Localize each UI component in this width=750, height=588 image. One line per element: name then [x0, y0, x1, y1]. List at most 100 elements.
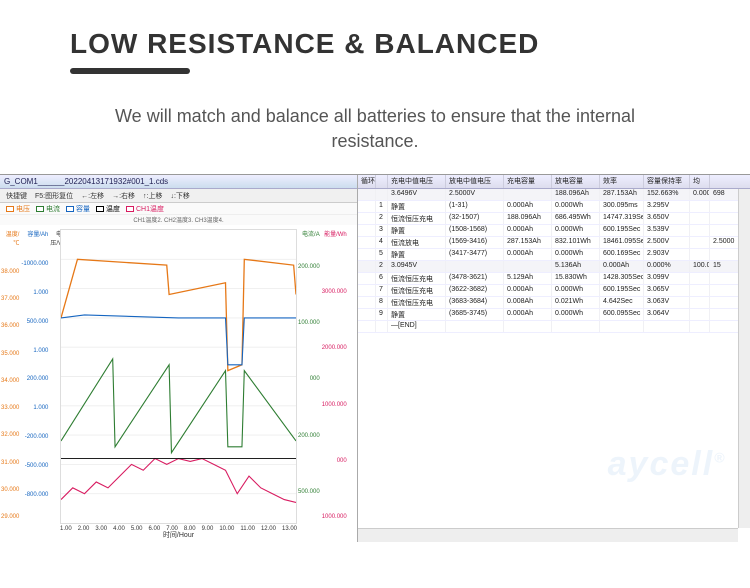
table-cell: (3478-3621) — [446, 273, 504, 284]
table-panel: 循环充电中值电压放电中值电压充电容量放电容量效率容量保持率均 3.6496V2.… — [358, 175, 750, 542]
x-tick: 12.00 — [261, 526, 276, 542]
table-cell: 188.096Ah — [504, 213, 552, 224]
table-cell: 静置 — [388, 201, 446, 212]
table-cell: 7 — [376, 285, 388, 296]
table-column-header[interactable]: 充电中值电压 — [388, 175, 446, 188]
table-cell — [358, 261, 376, 272]
table-cell — [446, 261, 504, 272]
table-cell: 287.153Ah — [504, 237, 552, 248]
table-row[interactable]: 8恒流恒压充电(3683-3684)0.008Ah0.021Wh4.642Sec… — [358, 297, 750, 309]
table-column-header[interactable]: 效率 — [600, 175, 644, 188]
table-cell: 0.000% — [690, 189, 710, 200]
table-cell: 188.096Ah — [552, 189, 600, 200]
table-cell: 4 — [376, 237, 388, 248]
table-cell: 0.000% — [644, 261, 690, 272]
table-row[interactable]: 9静置(3685-3745)0.000Ah0.000Wh600.095Sec3.… — [358, 309, 750, 321]
table-cell — [376, 321, 388, 332]
table-row[interactable]: 5静置(3417-3477)0.000Ah0.000Wh600.169Sec2.… — [358, 249, 750, 261]
table-cell — [358, 273, 376, 284]
table-cell: (32-1507) — [446, 213, 504, 224]
chart-series — [61, 459, 296, 503]
table-header[interactable]: 循环充电中值电压放电中值电压充电容量放电容量效率容量保持率均 — [358, 175, 750, 189]
table-cell: 9 — [376, 309, 388, 320]
table-cell — [600, 321, 644, 332]
table-cell — [358, 309, 376, 320]
legend-item[interactable]: 温度 — [96, 204, 120, 214]
table-cell: 2.5000V — [446, 189, 504, 200]
y-axis-col: 容量/Ah-1000.0001.000500.0001.000200.0001.… — [20, 225, 49, 524]
table-row[interactable]: 7恒流恒压充电(3622-3682)0.000Ah0.000Wh600.195S… — [358, 285, 750, 297]
scrollbar-horizontal[interactable] — [358, 528, 738, 542]
table-column-header[interactable]: 均 — [690, 175, 710, 188]
plot-area[interactable] — [60, 229, 297, 524]
table-rows[interactable]: 3.6496V2.5000V188.096Ah287.153Ah152.663%… — [358, 189, 750, 542]
table-cell: 14747.319Sec — [600, 213, 644, 224]
table-row[interactable]: 1静置(1-31)0.000Ah0.000Wh300.095ms3.295V — [358, 201, 750, 213]
legend-swatch — [6, 206, 14, 212]
x-tick: 11.00 — [240, 526, 255, 542]
legend-swatch — [66, 206, 74, 212]
legend-item[interactable]: 电流 — [36, 204, 60, 214]
table-column-header[interactable] — [376, 175, 388, 188]
table-cell: 3 — [376, 225, 388, 236]
table-cell: 0.000Wh — [552, 225, 600, 236]
table-cell — [690, 225, 710, 236]
table-column-header[interactable]: 放电中值电压 — [446, 175, 504, 188]
x-tick: 13.00 — [282, 526, 297, 542]
app-panel: G_COM1______20220413171932#001_1.cds 快捷键… — [0, 174, 750, 542]
legend-swatch — [36, 206, 44, 212]
chart-legend-sub: CH1温度2. CH2温度3. CH3温度4. — [0, 215, 357, 225]
table-cell — [358, 189, 376, 200]
legend-item[interactable]: CH1温度 — [126, 204, 164, 214]
scrollbar-vertical[interactable] — [738, 189, 750, 528]
table-cell: 0.000Ah — [504, 249, 552, 260]
table-cell — [504, 321, 552, 332]
table-cell: 0.000Ah — [504, 225, 552, 236]
table-row[interactable]: 4恒流放电(1569-3416)287.153Ah832.101Wh18461.… — [358, 237, 750, 249]
table-cell: 0.021Wh — [552, 297, 600, 308]
table-cell: (3685-3745) — [446, 309, 504, 320]
table-column-header[interactable]: 循环 — [358, 175, 376, 188]
table-row[interactable]: 3.6496V2.5000V188.096Ah287.153Ah152.663%… — [358, 189, 750, 201]
table-cell: 832.101Wh — [552, 237, 600, 248]
table-cell — [690, 213, 710, 224]
table-cell: 0.000Wh — [552, 201, 600, 212]
table-cell: 15.830Wh — [552, 273, 600, 284]
table-cell: 18461.095Sec — [600, 237, 644, 248]
table-row[interactable]: 6恒流恒压充电(3478-3621)5.129Ah15.830Wh1428.30… — [358, 273, 750, 285]
table-row[interactable]: 3静置(1508-1568)0.000Ah0.000Wh600.195Sec3.… — [358, 225, 750, 237]
table-cell: 1428.305Sec — [600, 273, 644, 284]
table-cell: 0.000Wh — [552, 285, 600, 296]
toolbar-label: →:右移 — [112, 191, 135, 201]
table-cell: 0.000Ah — [504, 309, 552, 320]
table-cell: 2.500V — [644, 237, 690, 248]
table-cell — [690, 285, 710, 296]
x-tick: 2.00 — [78, 526, 90, 542]
table-column-header[interactable]: 容量保持率 — [644, 175, 690, 188]
chart-window-title: G_COM1______20220413171932#001_1.cds — [0, 175, 357, 189]
legend-label: 温度 — [106, 204, 120, 214]
chart-toolbar[interactable]: 快捷键 F5:图形复位 ←:左移 →:右移 ↑:上移 ↓:下移 — [0, 189, 357, 203]
table-cell — [358, 225, 376, 236]
page-subtitle: We will match and balance all batteries … — [0, 86, 750, 174]
table-row[interactable]: 23.0945V5.136Ah0.000Ah0.000%100.000%15 — [358, 261, 750, 273]
legend-item[interactable]: 容量 — [66, 204, 90, 214]
table-cell: 0.000Ah — [504, 201, 552, 212]
table-cell: 静置 — [388, 225, 446, 236]
table-cell: 0.008Ah — [504, 297, 552, 308]
legend-item[interactable]: 电压 — [6, 204, 30, 214]
chart-body[interactable]: waycell 温度/℃38.00037.00036.00035.00034.0… — [0, 225, 357, 542]
table-cell: (3417-3477) — [446, 249, 504, 260]
legend-label: 容量 — [76, 204, 90, 214]
chart-panel: G_COM1______20220413171932#001_1.cds 快捷键… — [0, 175, 358, 542]
chart-legend: 电压电流 容量 温度 CH1温度 — [0, 203, 357, 215]
table-column-header[interactable]: 充电容量 — [504, 175, 552, 188]
table-row[interactable]: 2恒流恒压充电(32-1507)188.096Ah686.495Wh14747.… — [358, 213, 750, 225]
table-cell: (3683-3684) — [446, 297, 504, 308]
table-cell — [690, 321, 710, 332]
table-column-header[interactable]: 放电容量 — [552, 175, 600, 188]
table-row[interactable]: —[END] — [358, 321, 750, 333]
table-cell: 600.195Sec — [600, 285, 644, 296]
table-cell — [552, 321, 600, 332]
table-cell: 恒流恒压充电 — [388, 273, 446, 284]
